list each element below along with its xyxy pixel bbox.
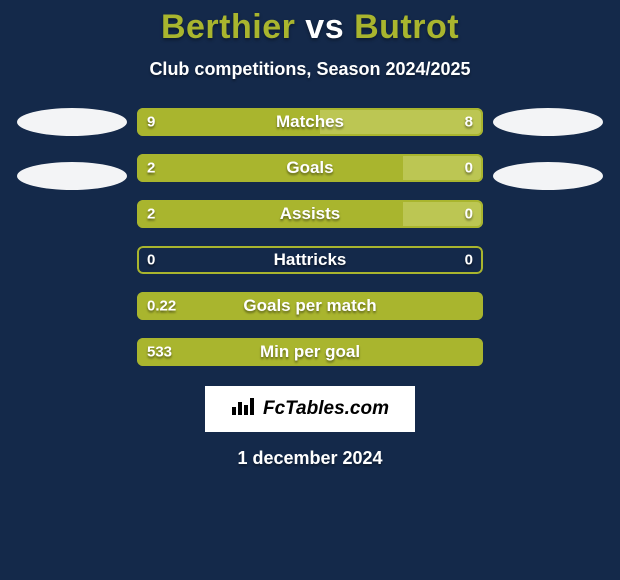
stat-value-left: 533	[147, 344, 172, 361]
stat-bars: Matches98Goals20Assists20Hattricks00Goal…	[137, 108, 483, 366]
stat-value-right: 0	[465, 252, 473, 269]
page-title: Berthier vs Butrot	[161, 8, 459, 47]
player2-name: Butrot	[354, 8, 459, 46]
bar-fill-right	[320, 108, 483, 136]
logo-placeholder	[493, 108, 603, 136]
stat-value-right: 8	[465, 114, 473, 131]
stat-bar: Goals per match 0.22	[137, 292, 483, 320]
stat-label: Assists	[280, 204, 340, 224]
stat-bar: Min per goal 533	[137, 338, 483, 366]
chart-icon	[231, 396, 257, 422]
stat-label: Min per goal	[260, 342, 360, 362]
stat-value-left: 0	[147, 252, 155, 269]
right-logo-column	[483, 108, 613, 366]
stat-label: Matches	[276, 112, 344, 132]
stat-label: Hattricks	[274, 250, 347, 270]
vs-label: vs	[305, 8, 354, 46]
chart-area: Matches98Goals20Assists20Hattricks00Goal…	[0, 108, 620, 366]
stat-bar: Hattricks 0 0	[137, 246, 483, 274]
stat-value-left: 2	[147, 160, 155, 177]
logo-placeholder	[493, 162, 603, 190]
stat-value-left: 9	[147, 114, 155, 131]
stat-value-left: 2	[147, 206, 155, 223]
left-logo-column	[7, 108, 137, 366]
stat-label: Goals	[286, 158, 333, 178]
stat-value-right: 0	[465, 160, 473, 177]
player1-name: Berthier	[161, 8, 295, 46]
stat-label: Goals per match	[243, 296, 376, 316]
brand-badge: FcTables.com	[205, 386, 415, 432]
bar-fill-left	[137, 154, 403, 182]
logo-placeholder	[17, 162, 127, 190]
stat-value-right: 0	[465, 206, 473, 223]
comparison-card: Berthier vs Butrot Club competitions, Se…	[0, 0, 620, 580]
date-label: 1 december 2024	[237, 448, 382, 469]
subtitle: Club competitions, Season 2024/2025	[149, 59, 470, 80]
stat-bar: Goals 2 0	[137, 154, 483, 182]
brand-text: FcTables.com	[263, 398, 389, 420]
stat-bar: Assists 2 0	[137, 200, 483, 228]
stat-bar: Matches 9 8	[137, 108, 483, 136]
bar-fill-left	[137, 200, 403, 228]
stat-value-left: 0.22	[147, 298, 176, 315]
logo-placeholder	[17, 108, 127, 136]
